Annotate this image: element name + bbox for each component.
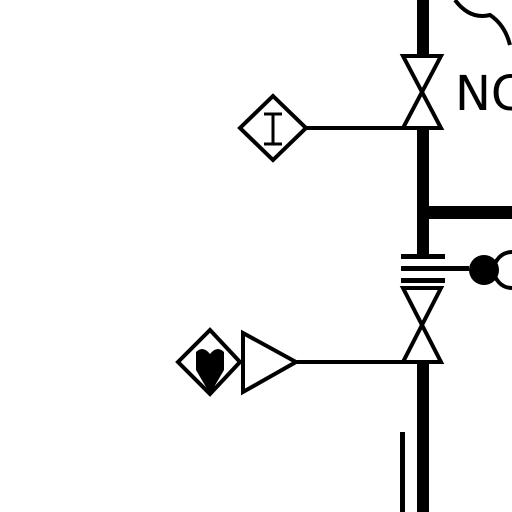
actuator-triangle xyxy=(241,329,301,396)
upper-gate-valve xyxy=(399,54,445,130)
main-pipe-middle xyxy=(417,128,429,254)
valve-label: NC xyxy=(455,66,512,122)
main-pipe-bottom xyxy=(417,362,429,512)
filled-connection-node xyxy=(469,255,499,285)
cloud-boundary xyxy=(453,0,512,46)
actuator-diamond xyxy=(175,327,243,397)
branch-pipe xyxy=(427,206,512,219)
main-pipe-top xyxy=(417,0,429,58)
lower-gate-valve xyxy=(399,286,445,364)
flanged-break xyxy=(401,254,469,283)
parallel-tubing-line-left xyxy=(400,432,405,512)
open-circle-arc xyxy=(492,250,512,290)
instrument-diamond xyxy=(237,93,309,163)
